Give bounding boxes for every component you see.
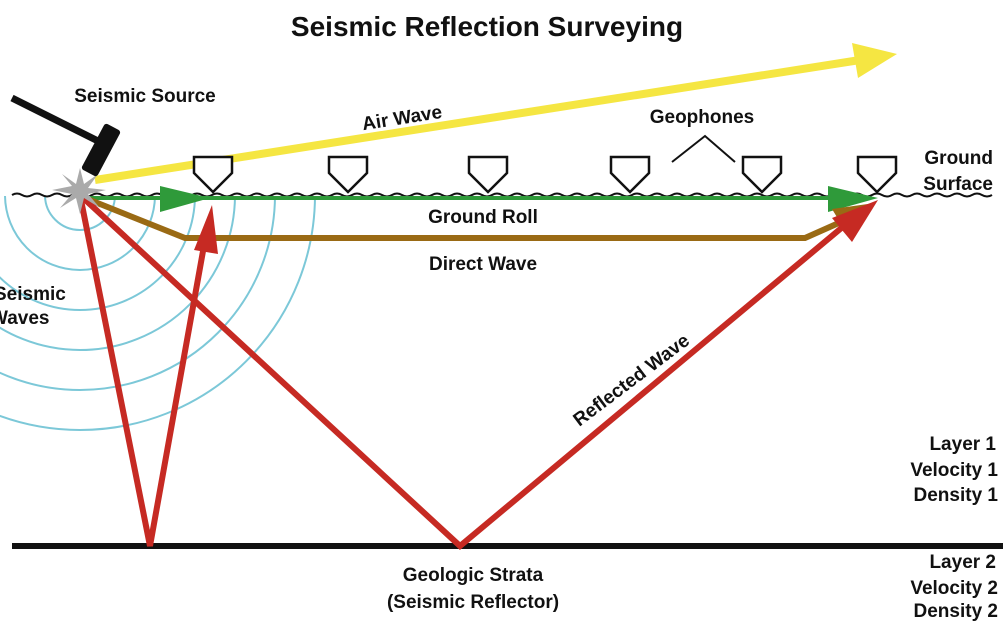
label: Density 1 [914, 485, 999, 506]
label: Surface [923, 174, 993, 195]
air-wave-head [852, 43, 897, 78]
label: Geophones [650, 107, 755, 128]
direct-wave-line [83, 195, 852, 241]
label: Reflected Wave [570, 330, 694, 431]
label: Velocity 2 [910, 578, 998, 599]
ground-roll-head [828, 186, 878, 212]
label: (Seismic Reflector) [387, 592, 559, 613]
label: Velocity 1 [910, 460, 998, 481]
source-burst [52, 168, 106, 214]
reflected-wave-head [832, 200, 878, 242]
label: Direct Wave [429, 254, 537, 275]
label: Layer 1 [929, 434, 996, 455]
label: Layer 2 [929, 552, 996, 573]
hammer-handle [10, 94, 102, 146]
ground-roll-head [160, 186, 210, 212]
title: Seismic Reflection Surveying [291, 11, 683, 42]
label: Ground [924, 148, 993, 169]
reflected-wave-head [194, 205, 218, 254]
label: Seismic Source [74, 86, 216, 107]
reflected-rays [77, 192, 847, 550]
geophone-pointer [671, 134, 736, 163]
label: Seismic [0, 284, 66, 305]
hammer-head [81, 123, 121, 177]
label: Geologic Strata [403, 565, 544, 586]
seismic-wave-arcs [0, 196, 316, 431]
label: Waves [0, 308, 50, 329]
label: Density 2 [914, 601, 998, 621]
label: Ground Roll [428, 207, 538, 228]
geophones [192, 155, 898, 194]
